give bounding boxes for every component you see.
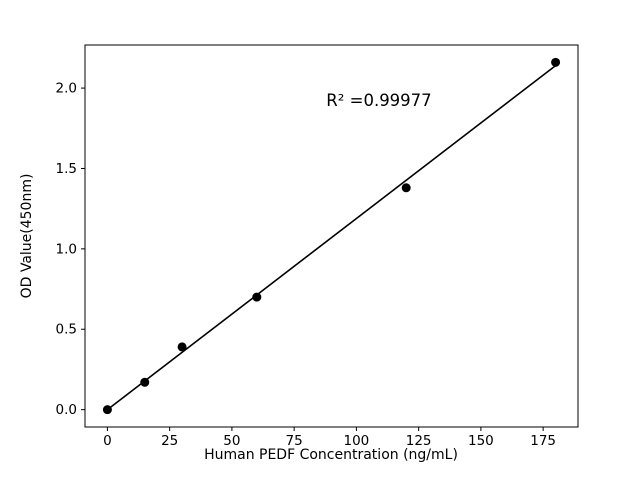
y-tick-label: 0.5 — [56, 322, 77, 338]
x-tick-label: 75 — [286, 433, 303, 449]
x-tick-label: 175 — [530, 433, 556, 449]
plot-area: 0 25 50 75 100 125 150 175 0.0 0.5 1.0 1.5 2.0 — [56, 44, 579, 449]
x-tick-label: 0 — [103, 433, 112, 449]
x-tick-label: 25 — [161, 433, 178, 449]
y-tick-label: 1.0 — [56, 241, 77, 257]
y-tick-label: 2.0 — [56, 81, 77, 97]
y-axis-label: OD Value(450nm) — [19, 174, 35, 299]
data-point — [177, 342, 187, 352]
plot-border — [84, 44, 579, 428]
data-point — [401, 183, 411, 193]
x-tick-label: 50 — [223, 433, 240, 449]
x-tick-label: 125 — [406, 433, 432, 449]
data-point — [140, 377, 150, 387]
x-tick-label: 150 — [468, 433, 494, 449]
data-point — [102, 405, 112, 415]
data-point — [252, 292, 262, 302]
y-tick-label: 0.0 — [56, 402, 77, 418]
x-tick-label: 100 — [344, 433, 370, 449]
data-point — [551, 57, 561, 67]
fit-line — [106, 64, 557, 411]
y-tick-label: 1.5 — [56, 161, 77, 177]
x-axis-label: Human PEDF Concentration (ng/mL) — [204, 447, 458, 463]
r-squared-annotation: R² =0.99977 — [326, 91, 431, 110]
